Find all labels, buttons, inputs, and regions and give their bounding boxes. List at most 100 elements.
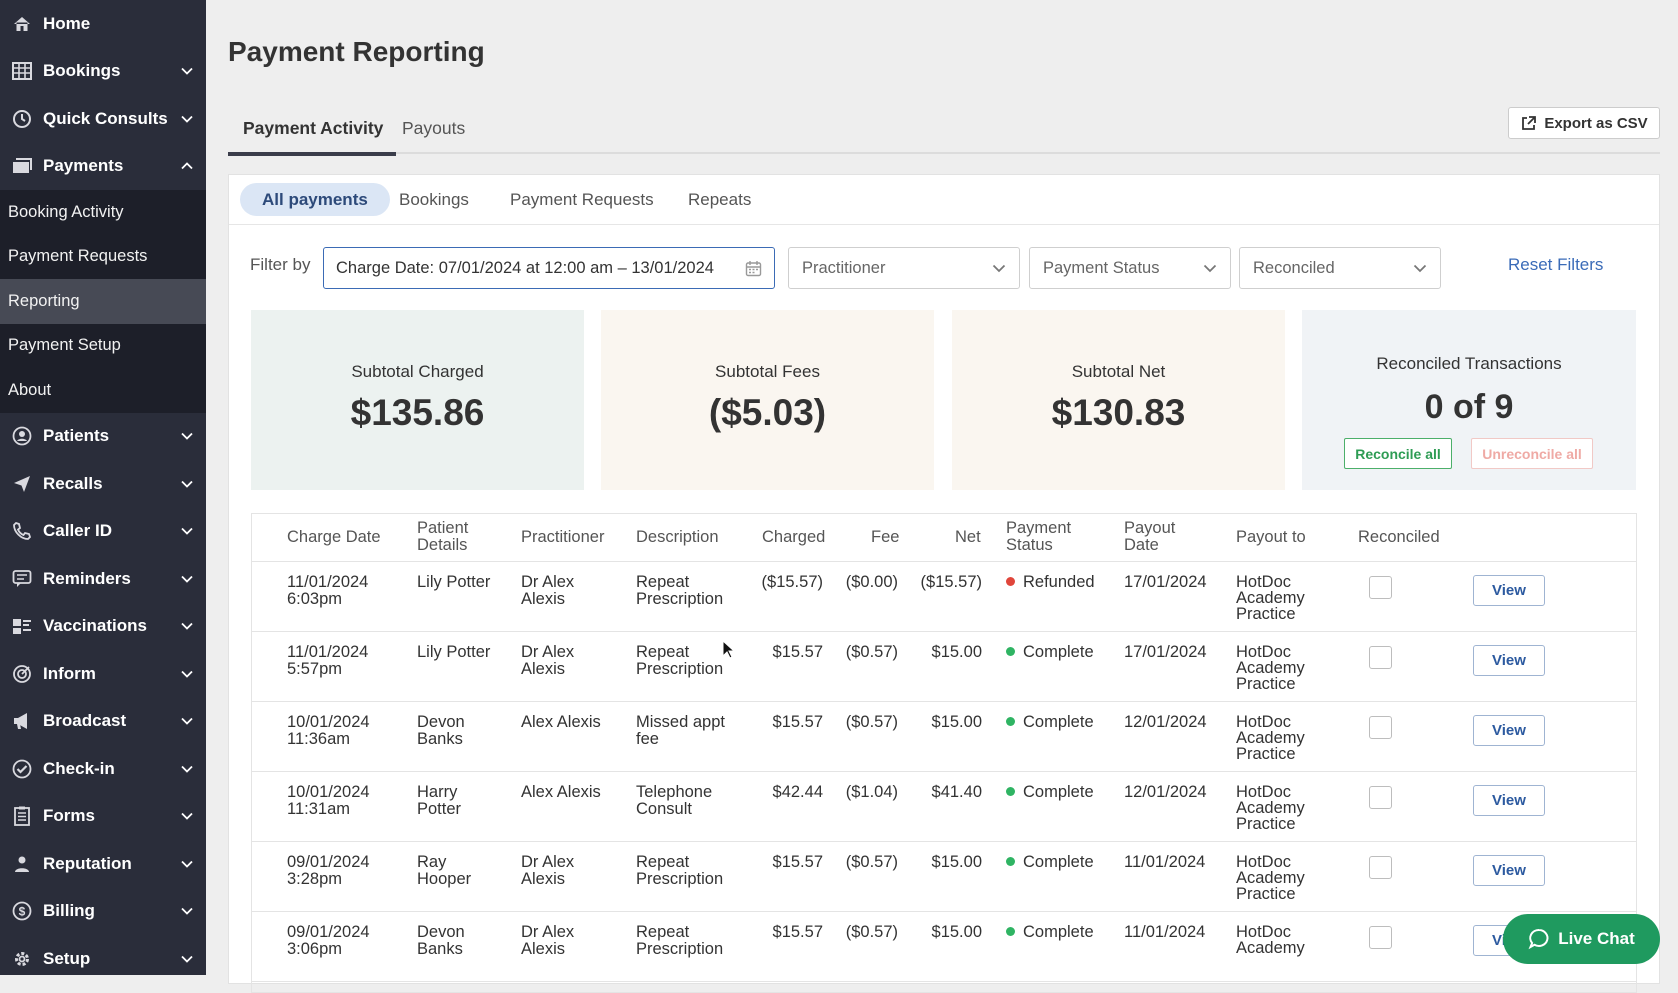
tab-payment-activity[interactable]: Payment Activity [243, 118, 383, 139]
subtab-bookings[interactable]: Bookings [377, 183, 491, 216]
description-line1: Missed appt [636, 714, 725, 731]
description-line1: Repeat [636, 574, 723, 591]
header-charged[interactable]: Charged [762, 514, 825, 560]
unreconcile-all-button[interactable]: Unreconcile all [1471, 438, 1593, 469]
view-button[interactable]: View [1473, 645, 1545, 676]
payment-status-select[interactable]: Payment Status [1029, 247, 1231, 289]
patient-name-line2: Potter [417, 801, 461, 818]
header-patient-details[interactable]: Patient Details [417, 514, 468, 560]
reconciled-checkbox[interactable] [1369, 926, 1392, 949]
status-text: Complete [1023, 853, 1094, 871]
status-text: Complete [1023, 643, 1094, 661]
charge-date-filter[interactable]: Charge Date: 07/01/2024 at 12:00 am – 13… [323, 247, 775, 289]
sidebar-item-quick-consults[interactable]: Quick Consults [0, 95, 206, 143]
cell-payout-date: 11/01/2024 [1124, 854, 1205, 871]
sidebar-item-label: Patients [43, 426, 180, 446]
status-dot [1006, 927, 1015, 936]
reconciled-checkbox[interactable] [1369, 786, 1392, 809]
subtotal-fees-card: Subtotal Fees ($5.03) [601, 310, 934, 490]
submenu-item-payment-requests[interactable]: Payment Requests [0, 235, 206, 280]
cell-patient: Lily Potter [417, 574, 490, 591]
submenu-item-reporting[interactable]: Reporting [0, 279, 206, 324]
header-charge-date[interactable]: Charge Date [287, 514, 381, 560]
sidebar-item-check-in[interactable]: Check-in [0, 745, 206, 793]
export-csv-label: Export as CSV [1544, 115, 1647, 132]
subtab-payment-requests[interactable]: Payment Requests [488, 183, 676, 216]
reconciled-checkbox[interactable] [1369, 716, 1392, 739]
reconciled-checkbox[interactable] [1369, 646, 1392, 669]
view-button[interactable]: View [1473, 575, 1545, 606]
reconciled-checkbox[interactable] [1369, 856, 1392, 879]
header-payout-line2: Date [1124, 537, 1159, 554]
sidebar-item-patients[interactable]: Patients [0, 413, 206, 461]
cell-charged: ($15.57) [742, 574, 823, 591]
reconcile-all-button[interactable]: Reconcile all [1344, 438, 1452, 469]
charge-time: 3:06pm [287, 941, 370, 958]
sidebar-item-label: Quick Consults [43, 109, 180, 129]
sidebar-item-label: Reputation [43, 854, 180, 874]
subtotal-net-label: Subtotal Net [952, 362, 1285, 382]
charge-date: 10/01/2024 [287, 784, 370, 801]
reconciled-checkbox[interactable] [1369, 576, 1392, 599]
header-fee[interactable]: Fee [871, 514, 899, 560]
view-button[interactable]: View [1473, 715, 1545, 746]
submenu-item-booking-activity[interactable]: Booking Activity [0, 190, 206, 235]
export-csv-button[interactable]: Export as CSV [1508, 107, 1660, 139]
practitioner-line1: Dr Alex [521, 854, 574, 871]
header-description[interactable]: Description [636, 514, 719, 560]
practitioner-line1: Dr Alex [521, 644, 574, 661]
chevron-down-icon [180, 809, 194, 823]
tab-payouts[interactable]: Payouts [402, 118, 465, 139]
reconciled-transactions-card: Reconciled Transactions 0 of 9 Reconcile… [1302, 310, 1636, 490]
sidebar-item-setup[interactable]: Setup [0, 935, 206, 975]
chevron-down-icon [180, 667, 194, 681]
sidebar-item-broadcast[interactable]: Broadcast [0, 698, 206, 746]
sidebar-item-payments[interactable]: Payments [0, 143, 206, 191]
patient-name-line1: Lily Potter [417, 574, 490, 591]
chevron-down-icon [180, 619, 194, 633]
header-status-line1: Payment [1006, 520, 1071, 537]
submenu-item-payment-setup[interactable]: Payment Setup [0, 324, 206, 369]
reset-filters-link[interactable]: Reset Filters [1508, 255, 1603, 275]
chevron-down-icon [180, 112, 194, 126]
status-text: Complete [1023, 713, 1094, 731]
chevron-down-icon [180, 762, 194, 776]
subtab-repeats[interactable]: Repeats [666, 183, 773, 216]
practitioner-line2: Alexis [521, 591, 574, 608]
submenu-item-about[interactable]: About [0, 368, 206, 413]
status-text: Complete [1023, 783, 1094, 801]
practitioner-select[interactable]: Practitioner [788, 247, 1020, 289]
sidebar-item-bookings[interactable]: Bookings [0, 48, 206, 96]
live-chat-button[interactable]: Live Chat [1503, 914, 1660, 964]
sidebar-item-caller-id[interactable]: Caller ID [0, 508, 206, 556]
header-reconciled[interactable]: Reconciled [1358, 514, 1440, 560]
header-practitioner[interactable]: Practitioner [521, 514, 604, 560]
reconciled-select[interactable]: Reconciled [1239, 247, 1441, 289]
header-net[interactable]: Net [955, 514, 981, 560]
sidebar-item-inform[interactable]: Inform [0, 650, 206, 698]
subtab-all-payments[interactable]: All payments [240, 183, 390, 216]
header-payment-status[interactable]: Payment Status [1006, 514, 1071, 560]
sidebar-item-recalls[interactable]: Recalls [0, 460, 206, 508]
description-line2: fee [636, 731, 725, 748]
sidebar-item-vaccinations[interactable]: Vaccinations [0, 603, 206, 651]
person-icon [10, 852, 34, 876]
sidebar-item-reminders[interactable]: Reminders [0, 555, 206, 603]
description-line1: Repeat [636, 924, 723, 941]
header-payout-to[interactable]: Payout to [1236, 514, 1306, 560]
view-button[interactable]: View [1473, 785, 1545, 816]
patient-name-line1: Devon [417, 714, 465, 731]
sidebar-item-reputation[interactable]: Reputation [0, 840, 206, 888]
cell-charged: $15.57 [742, 714, 823, 731]
sidebar-item-billing[interactable]: $Billing [0, 888, 206, 936]
check-icon [10, 757, 34, 781]
header-payout-date[interactable]: Payout Date [1124, 514, 1175, 560]
view-button[interactable]: View [1473, 855, 1545, 886]
sidebar-item-home[interactable]: Home [0, 0, 206, 48]
sidebar-item-forms[interactable]: Forms [0, 793, 206, 841]
